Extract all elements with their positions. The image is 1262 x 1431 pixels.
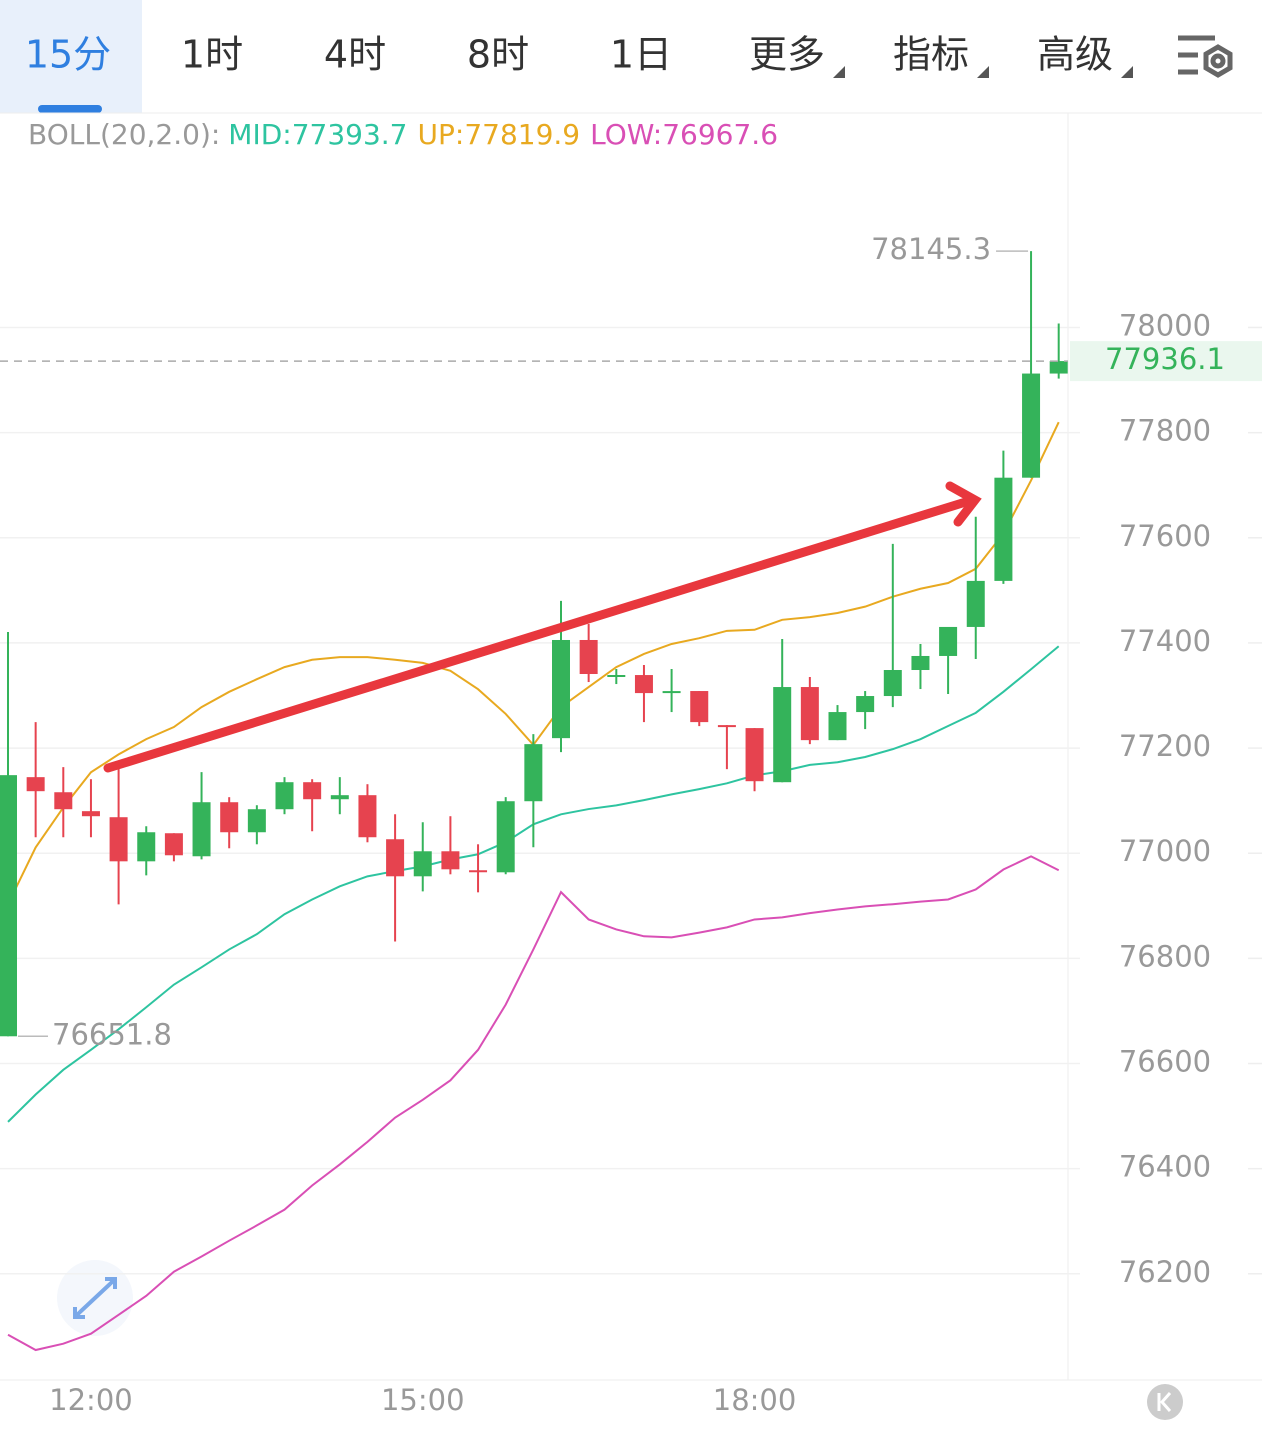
dropdown-marker xyxy=(977,66,989,78)
y-tick-label: 76600 xyxy=(1119,1045,1211,1079)
active-tab-indicator xyxy=(38,105,102,113)
candle-body xyxy=(192,802,211,857)
candle-body xyxy=(358,795,377,838)
candle-body xyxy=(745,728,764,782)
indicator-label: BOLL(20,2.0): xyxy=(28,118,220,151)
candle-body xyxy=(441,851,460,870)
tab[interactable]: 高级 xyxy=(1037,33,1113,77)
candle-body xyxy=(496,801,515,873)
candle-body xyxy=(1022,373,1041,478)
candle-body xyxy=(26,777,45,792)
legend-entry: MID:77393.7 xyxy=(228,118,407,151)
tab[interactable]: 1日 xyxy=(610,33,672,77)
y-tick-label: 77000 xyxy=(1119,834,1211,868)
trend-arrow xyxy=(103,481,982,773)
active-tab-bg xyxy=(0,0,142,113)
candle-body xyxy=(856,696,875,713)
candle-body xyxy=(690,691,709,723)
candle-body xyxy=(330,795,349,800)
candle-body xyxy=(109,817,128,862)
tab[interactable]: 15分 xyxy=(25,33,111,77)
candle-body xyxy=(1049,361,1068,374)
indicator-line xyxy=(7,855,1060,1352)
last-price-box xyxy=(1070,341,1262,382)
y-tick-label: 77200 xyxy=(1119,729,1211,763)
last-price-label: 77936.1 xyxy=(1105,342,1225,376)
candle-body xyxy=(828,712,847,741)
y-tick-label: 78000 xyxy=(1119,308,1211,342)
candle-body xyxy=(0,775,17,1037)
y-tick-label: 77400 xyxy=(1119,624,1211,658)
y-tick-label: 76400 xyxy=(1119,1150,1211,1184)
candle-body xyxy=(303,782,322,800)
y-tick-label: 77800 xyxy=(1119,414,1211,448)
candle-body xyxy=(54,792,73,810)
tab[interactable]: 4时 xyxy=(324,33,386,77)
x-tick-label: 12:00 xyxy=(49,1383,133,1417)
candle-body xyxy=(883,670,902,697)
legend-entry: LOW:76967.6 xyxy=(590,118,778,151)
min-label: 76651.8 xyxy=(52,1017,172,1051)
candle-body xyxy=(966,580,985,627)
candle-body xyxy=(579,639,598,675)
candle-body xyxy=(164,833,183,856)
candle-body xyxy=(717,725,736,728)
candle-body xyxy=(800,687,819,741)
tab[interactable]: 1时 xyxy=(181,33,243,77)
y-tick-label: 76800 xyxy=(1119,939,1211,973)
candle-body xyxy=(607,675,626,678)
y-tick-label: 76200 xyxy=(1119,1255,1211,1289)
candle-body xyxy=(386,839,405,877)
x-tick-label: 18:00 xyxy=(713,1383,797,1417)
candle-body xyxy=(524,744,543,802)
candle-body xyxy=(137,832,156,862)
candle-body xyxy=(634,675,653,694)
candle-body xyxy=(81,811,100,817)
y-tick-label: 77600 xyxy=(1119,519,1211,553)
legend-entry: UP:77819.9 xyxy=(418,118,581,151)
candle-body xyxy=(939,626,958,656)
scroll-latest-button[interactable] xyxy=(1147,1384,1183,1420)
x-tick-label: 15:00 xyxy=(381,1383,465,1417)
settings-icon[interactable] xyxy=(1178,35,1233,78)
candle-body xyxy=(413,851,432,877)
candle-body xyxy=(911,655,930,671)
candle-body xyxy=(275,782,294,810)
candle-body xyxy=(469,870,488,873)
candle-body xyxy=(220,802,239,833)
expand-button[interactable] xyxy=(57,1260,133,1336)
tab[interactable]: 更多 xyxy=(749,33,825,77)
candle-body xyxy=(773,687,792,783)
candle-body xyxy=(994,477,1013,581)
max-label: 78145.3 xyxy=(871,232,991,266)
tab[interactable]: 指标 xyxy=(893,33,969,77)
dropdown-marker xyxy=(1121,66,1133,78)
candle-body xyxy=(662,691,681,694)
tab[interactable]: 8时 xyxy=(467,33,529,77)
candle-body xyxy=(552,639,570,739)
dropdown-marker xyxy=(833,66,845,78)
candle-body xyxy=(247,809,266,833)
